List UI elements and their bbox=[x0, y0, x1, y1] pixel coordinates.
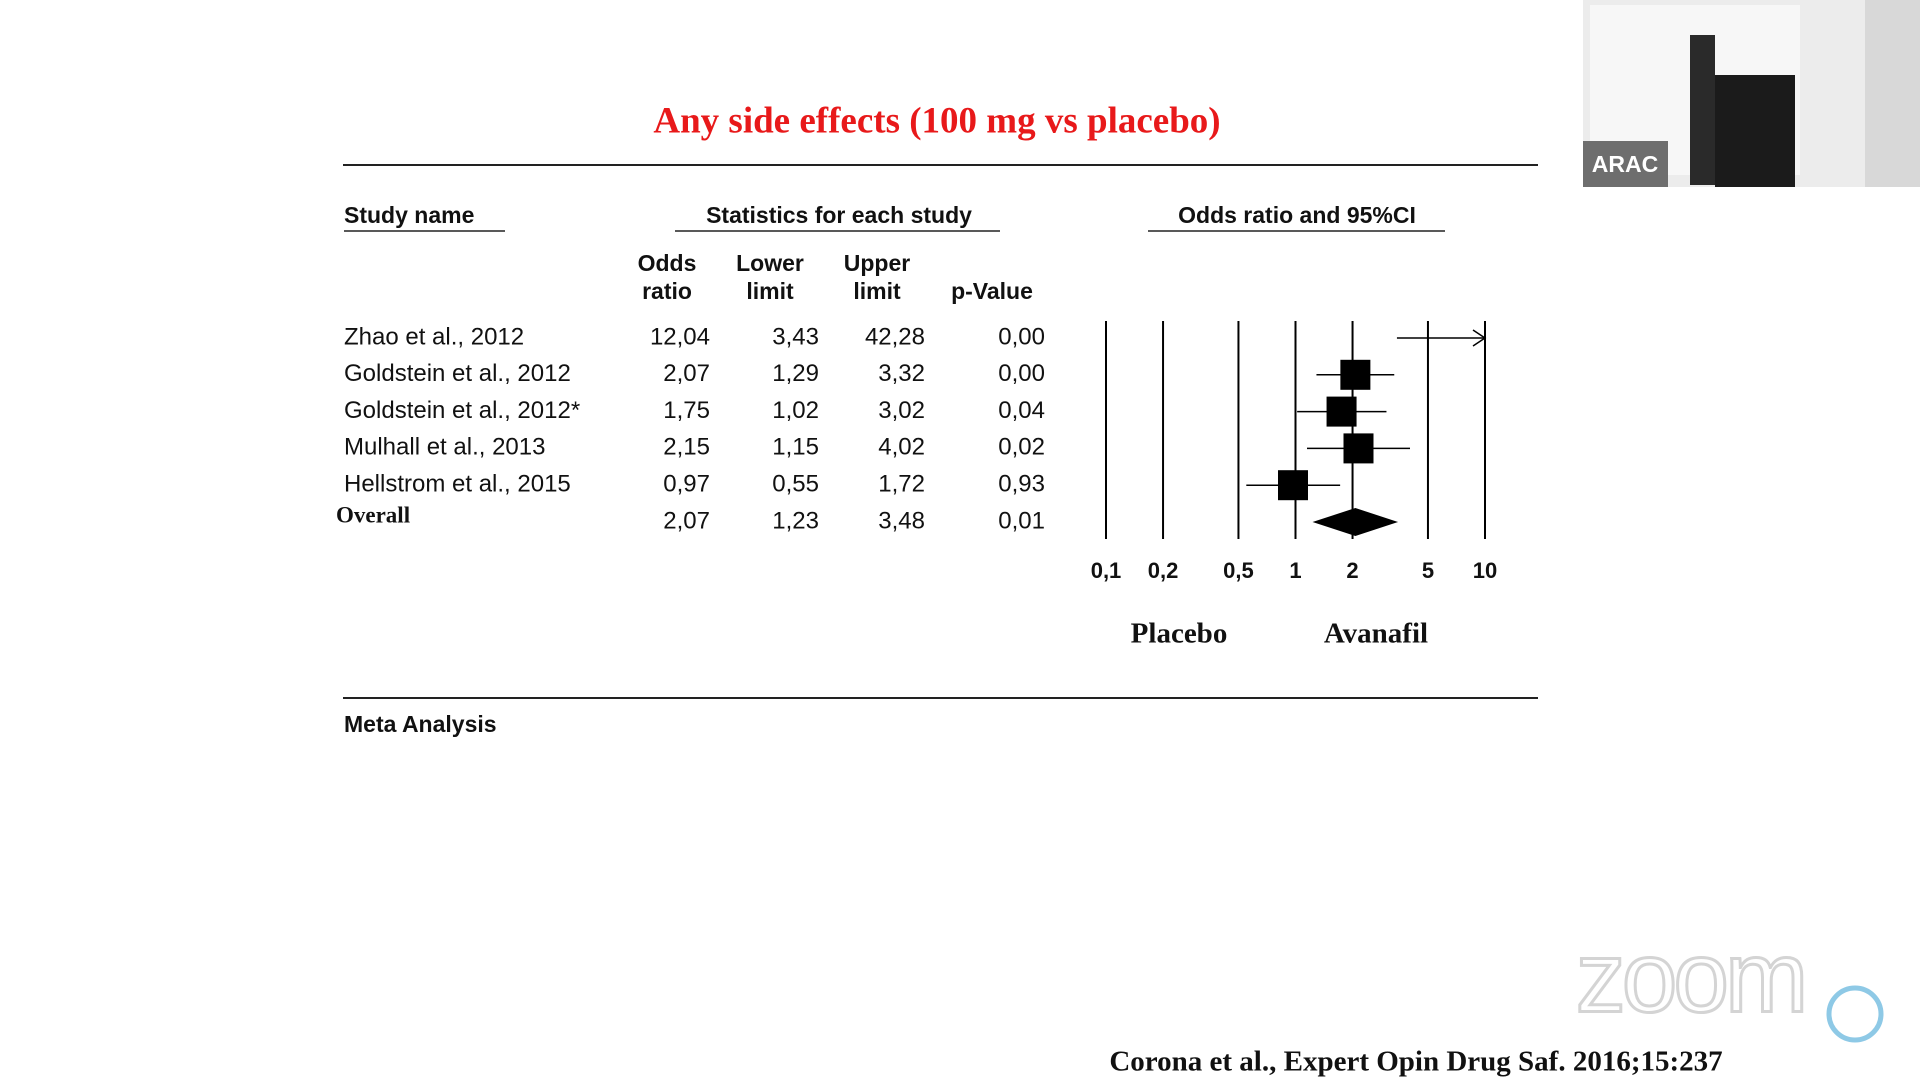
section-label: Meta Analysis bbox=[344, 711, 497, 737]
study-name: Mulhall et al., 2013 bbox=[344, 434, 545, 461]
odds-square bbox=[1326, 396, 1357, 427]
table-cell: 3,43 bbox=[772, 323, 819, 350]
table-cell: 2,07 bbox=[663, 360, 710, 387]
table-cell: 3,02 bbox=[878, 397, 925, 424]
table-cell: 0,00 bbox=[998, 323, 1045, 350]
table-cell: 1,23 bbox=[772, 507, 819, 534]
side-label: Placebo bbox=[1131, 618, 1228, 650]
x-tick-label: 0,2 bbox=[1148, 558, 1179, 583]
podium bbox=[1715, 75, 1795, 187]
ci-arrow bbox=[1472, 329, 1487, 347]
odds-square bbox=[1340, 359, 1371, 390]
study-name: Hellstrom et al., 2015 bbox=[344, 471, 571, 498]
group-header: Odds ratio and 95%CI bbox=[1178, 202, 1416, 228]
table-cell: 0,93 bbox=[998, 471, 1045, 498]
table-cell: 1,02 bbox=[772, 397, 819, 424]
side-label: Avanafil bbox=[1324, 618, 1428, 650]
table-cell: 42,28 bbox=[865, 323, 925, 350]
table-cell: 1,15 bbox=[772, 434, 819, 461]
study-name: Goldstein et al., 2012* bbox=[344, 397, 580, 424]
x-tick-label: 0,5 bbox=[1223, 558, 1254, 583]
table-cell: 0,01 bbox=[998, 507, 1045, 534]
group-header: Statistics for each study bbox=[706, 202, 972, 228]
table-cell: 0,97 bbox=[663, 471, 710, 498]
watermark: zoom bbox=[1576, 921, 1805, 1033]
table-cell: 0,55 bbox=[772, 471, 819, 498]
overall-diamond bbox=[1312, 508, 1399, 536]
table-cell: 0,00 bbox=[998, 360, 1045, 387]
video-label: ARAC bbox=[1592, 151, 1658, 177]
study-name: Zhao et al., 2012 bbox=[344, 323, 524, 350]
video-label-box bbox=[1583, 141, 1668, 187]
column-header: p-Value bbox=[951, 278, 1033, 304]
table-cell: 2,07 bbox=[663, 507, 710, 534]
table-cell: 1,75 bbox=[663, 397, 710, 424]
overall-label: Overall bbox=[336, 502, 410, 527]
table-cell: 2,15 bbox=[663, 434, 710, 461]
video-wall bbox=[1865, 0, 1920, 187]
x-tick-label: 1 bbox=[1289, 558, 1301, 583]
x-tick-label: 10 bbox=[1473, 558, 1497, 583]
table-cell: 0,04 bbox=[998, 397, 1045, 424]
table-cell: 3,48 bbox=[878, 507, 925, 534]
table-cell: 1,72 bbox=[878, 471, 925, 498]
group-header: Study name bbox=[344, 202, 474, 228]
x-tick-label: 5 bbox=[1422, 558, 1434, 583]
column-header: Lower limit bbox=[736, 250, 804, 304]
table-cell: 4,02 bbox=[878, 434, 925, 461]
chart-title: Any side effects (100 mg vs placebo) bbox=[653, 100, 1220, 141]
study-name: Goldstein et al., 2012 bbox=[344, 360, 571, 387]
x-tick-label: 2 bbox=[1346, 558, 1358, 583]
column-header: Upper limit bbox=[843, 250, 911, 304]
odds-square bbox=[1343, 433, 1374, 464]
odds-square bbox=[1277, 470, 1308, 501]
logo bbox=[1826, 985, 1884, 1043]
column-header: Odds ratio bbox=[637, 250, 697, 304]
table-cell: 3,32 bbox=[878, 360, 925, 387]
table-cell: 0,02 bbox=[998, 434, 1045, 461]
table-cell: 1,29 bbox=[772, 360, 819, 387]
table-cell: 12,04 bbox=[650, 323, 710, 350]
x-tick-label: 0,1 bbox=[1091, 558, 1122, 583]
citation: Corona et al., Expert Opin Drug Saf. 201… bbox=[1109, 1046, 1722, 1078]
speaker bbox=[1690, 35, 1715, 185]
